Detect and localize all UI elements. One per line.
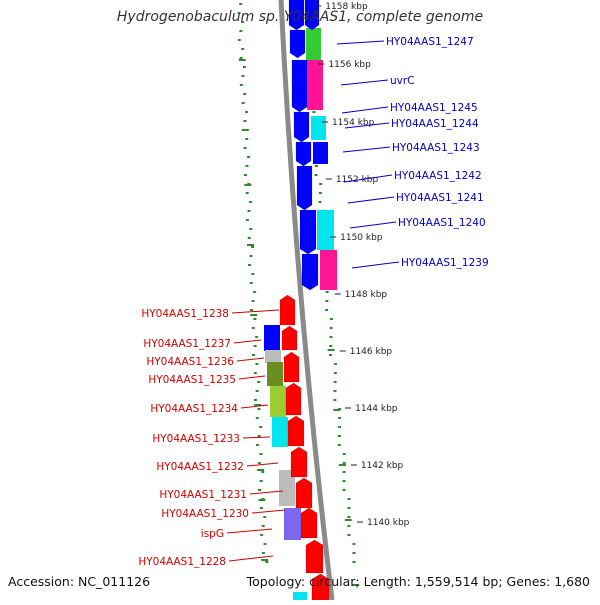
feature-block: [313, 142, 328, 164]
reverse-gene-leader: [246, 462, 279, 467]
gene-arrow: [287, 415, 305, 447]
forward-gene-label: HY04AAS1_1239: [401, 257, 489, 269]
forward-gene-label: HY04AAS1_1245: [390, 102, 478, 114]
gene-arrows: [279, 0, 330, 601]
feature-block: [265, 350, 281, 363]
forward-gene-leader: [343, 174, 393, 183]
reverse-gene-label: HY04AAS1_1236: [146, 356, 234, 368]
gene-arrow: [279, 294, 296, 326]
gene-arrow: [289, 29, 306, 59]
feature-block: [284, 508, 301, 540]
gene-arrow: [301, 253, 319, 291]
accession-label: Accession: NC_011126: [8, 574, 151, 589]
gene-arrow: [293, 111, 310, 143]
feature-block: [293, 592, 307, 600]
scale-label: 1144 kbp: [355, 404, 398, 414]
reverse-gene-leader: [251, 509, 286, 514]
reverse-gene-leader: [228, 555, 274, 562]
feature-block: [311, 116, 326, 140]
gene-labels: HY04AAS1_1247 uvrC HY04AAS1_1245 HY04AAS1_1…: [138, 36, 488, 568]
reverse-gene-label: ispG: [201, 528, 224, 540]
reverse-gene-leader: [226, 528, 273, 534]
gene-arrow: [295, 477, 313, 509]
reverse-gene-label: HY04AAS1_1231: [159, 489, 247, 501]
forward-gene-label: HY04AAS1_1247: [386, 36, 474, 48]
gene-arrow: [285, 382, 302, 416]
scale-label: 1142 kbp: [361, 461, 404, 471]
forward-gene-leader: [342, 146, 391, 153]
reverse-gene-label: HY04AAS1_1237: [143, 338, 231, 350]
reverse-gene-leader: [231, 309, 280, 314]
reverse-gene-leader: [249, 490, 284, 495]
scale-label: 1158 kbp: [325, 2, 368, 12]
gene-arrow: [288, 0, 305, 31]
feature-block: [264, 325, 280, 351]
reverse-gene-leader: [233, 339, 262, 344]
feature-block: [267, 362, 283, 386]
scale-label: 1140 kbp: [367, 518, 410, 528]
forward-gene-leader: [341, 106, 389, 114]
gene-arrow: [296, 165, 313, 211]
forward-gene-label: HY04AAS1_1241: [396, 192, 484, 204]
feature-block: [320, 250, 337, 290]
forward-gene-label: HY04AAS1_1240: [398, 217, 486, 229]
forward-gene-label: HY04AAS1_1242: [394, 170, 482, 182]
feature-block: [272, 417, 288, 447]
forward-gene-leader: [351, 261, 400, 269]
scale-label: 1156 kbp: [328, 60, 371, 70]
forward-gene-leader: [340, 79, 389, 86]
gene-arrow: [300, 507, 318, 539]
gene-arrow: [281, 325, 298, 351]
reverse-gene-label: HY04AAS1_1233: [152, 433, 240, 445]
reverse-gene-label: HY04AAS1_1232: [156, 461, 244, 473]
reverse-gene-leader: [240, 404, 269, 409]
feature-block: [307, 60, 323, 110]
forward-gene-leader: [349, 221, 397, 229]
gene-arrow: [283, 351, 300, 383]
gene-arrow: [290, 446, 308, 478]
genome-backbone: [278, 0, 335, 601]
forward-gene-leader: [344, 122, 390, 129]
forward-gene-label: HY04AAS1_1243: [392, 142, 480, 154]
reverse-gene-label: HY04AAS1_1234: [150, 403, 238, 415]
scale-label: 1146 kbp: [350, 347, 393, 357]
forward-gene-leader: [347, 196, 395, 204]
feature-block: [270, 386, 286, 417]
scale-label: 1154 kbp: [332, 118, 375, 128]
reverse-gene-label: HY04AAS1_1230: [161, 508, 249, 520]
gc-plot-left: [237, 3, 269, 563]
reverse-gene-label: HY04AAS1_1235: [148, 374, 236, 386]
gene-arrow: [299, 209, 317, 255]
reverse-gene-leader: [242, 436, 271, 439]
forward-gene-label: uvrC: [390, 75, 415, 87]
feature-blocks: [264, 28, 337, 600]
feature-block: [317, 210, 334, 250]
genome-stats-label: Topology: circular; Length: 1,559,514 bp…: [246, 574, 590, 589]
reverse-gene-label: HY04AAS1_1228: [138, 556, 226, 568]
gene-arrow: [295, 141, 312, 167]
reverse-gene-leader: [236, 357, 265, 362]
gene-arrow: [304, 0, 320, 31]
reverse-gene-label: HY04AAS1_1238: [141, 308, 229, 320]
scale-label: 1150 kbp: [340, 233, 383, 243]
forward-gene-label: HY04AAS1_1244: [391, 118, 479, 130]
reverse-gene-leader: [238, 375, 266, 380]
forward-gene-leader: [336, 40, 385, 45]
scale-label: 1148 kbp: [345, 290, 388, 300]
gene-arrow: [305, 539, 324, 574]
gene-arrow: [291, 59, 308, 113]
map-title: Hydrogenobaculum sp. Y04AAS1, complete g…: [116, 9, 484, 25]
feature-block: [279, 470, 295, 506]
feature-block: [306, 28, 321, 62]
